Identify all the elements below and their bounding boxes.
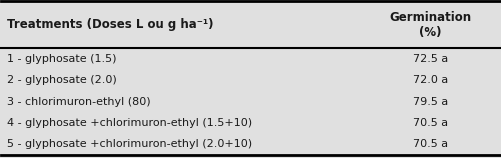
Text: 4 - glyphosate +chlorimuron-ethyl (1.5+10): 4 - glyphosate +chlorimuron-ethyl (1.5+1… — [8, 118, 252, 128]
Text: 70.5 a: 70.5 a — [412, 139, 447, 149]
Text: 72.0 a: 72.0 a — [412, 75, 447, 85]
Text: Germination
(%): Germination (%) — [389, 11, 471, 39]
Text: 5 - glyphosate +chlorimuron-ethyl (2.0+10): 5 - glyphosate +chlorimuron-ethyl (2.0+1… — [8, 139, 252, 149]
Text: 3 - chlorimuron-ethyl (80): 3 - chlorimuron-ethyl (80) — [8, 97, 151, 106]
Text: 72.5 a: 72.5 a — [412, 54, 447, 64]
Text: 79.5 a: 79.5 a — [412, 97, 447, 106]
Text: 1 - glyphosate (1.5): 1 - glyphosate (1.5) — [8, 54, 117, 64]
Text: 2 - glyphosate (2.0): 2 - glyphosate (2.0) — [8, 75, 117, 85]
Text: 70.5 a: 70.5 a — [412, 118, 447, 128]
Text: Treatments (Doses L ou g ha⁻¹): Treatments (Doses L ou g ha⁻¹) — [8, 18, 213, 31]
